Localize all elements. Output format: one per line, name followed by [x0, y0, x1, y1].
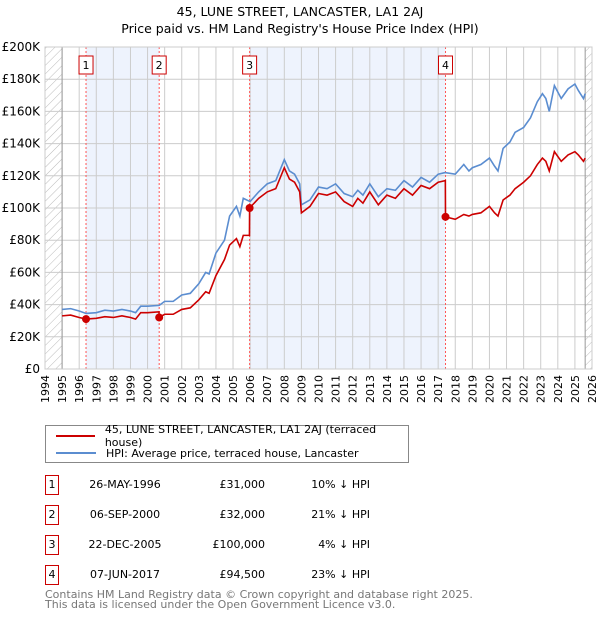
- x-tick-label: 2011: [330, 375, 343, 403]
- x-tick-label: 2025: [569, 375, 582, 403]
- y-tick-label: £120K: [2, 169, 42, 183]
- sale-label-box: [78, 55, 94, 75]
- sale-date: 06-SEP-2000: [89, 508, 161, 521]
- x-tick-label: 1997: [90, 375, 103, 403]
- chart-subtitle: Price paid vs. HM Land Registry's House …: [121, 21, 479, 36]
- y-tick-label: £20K: [9, 330, 41, 344]
- x-tick-label: 2024: [552, 375, 565, 403]
- x-tick-label: 2017: [432, 375, 445, 403]
- plot-area: 1994 1995 1996 1997 1998 1999 2000 2001 2002 2003…: [2, 40, 599, 403]
- legend-swatch-blue: [56, 452, 96, 454]
- y-tick-label: £60K: [9, 265, 41, 279]
- sale-price: £94,500: [219, 568, 266, 581]
- sale-hpi-diff: 10% ↓ HPI: [311, 478, 370, 491]
- sale-row: 3 22-DEC-2005 £100,000 4% ↓ HPI: [45, 535, 445, 555]
- y-tick-label: £100K: [2, 201, 42, 215]
- x-tick-label: 2018: [449, 375, 462, 403]
- y-tick-label: £80K: [9, 233, 41, 247]
- legend-label: HPI: Average price, terraced house, Lanc…: [106, 446, 359, 460]
- sale-label: 3: [246, 59, 253, 72]
- sale-label: 4: [442, 59, 449, 72]
- x-tick-label: 2009: [295, 375, 308, 403]
- x-tick-label: 2012: [347, 375, 360, 403]
- x-tick-label: 2005: [227, 375, 240, 403]
- legend-item-price: 45, LUNE STREET, LANCASTER, LA1 2AJ (ter…: [56, 423, 408, 449]
- footer-line-1: Contains HM Land Registry data © Crown c…: [45, 588, 473, 601]
- x-tick-label: 2004: [210, 375, 223, 403]
- sale-hpi-diff: 23% ↓ HPI: [311, 568, 370, 581]
- y-tick-label: £40K: [9, 298, 41, 312]
- sale-date: 26-MAY-1996: [89, 478, 161, 491]
- sale-point: [441, 212, 450, 221]
- x-tick-label: 2003: [193, 375, 206, 403]
- sale-date: 22-DEC-2005: [88, 538, 162, 551]
- sale-price: £100,000: [212, 538, 266, 551]
- legend-item-hpi: HPI: Average price, terraced house, Lanc…: [56, 445, 358, 461]
- x-tick-label: 2000: [142, 375, 155, 403]
- sale-number: 2: [45, 505, 59, 525]
- x-tick-label: 2014: [381, 375, 394, 403]
- y-tick-label: £160K: [2, 104, 42, 118]
- sale-label-box: [151, 55, 167, 75]
- x-tick-label: 2008: [278, 375, 291, 403]
- sale-label: 2: [156, 59, 163, 72]
- x-tick-label: 1994: [39, 375, 52, 403]
- sale-point: [155, 313, 164, 322]
- x-tick-label: 2010: [313, 375, 326, 403]
- x-tick-label: 2015: [398, 375, 411, 403]
- legend-swatch-red: [56, 435, 95, 437]
- sale-hpi-diff: 4% ↓ HPI: [318, 538, 370, 551]
- chart-title: 45, LUNE STREET, LANCASTER, LA1 2AJ: [176, 4, 424, 19]
- x-tick-label: 2002: [176, 375, 189, 403]
- x-tick-label: 1998: [107, 375, 120, 403]
- sale-point: [245, 204, 254, 212]
- sale-row: 4 07-JUN-2017 £94,500 23% ↓ HPI: [45, 565, 445, 585]
- sale-number: 4: [45, 565, 59, 585]
- legend: 45, LUNE STREET, LANCASTER, LA1 2AJ (ter…: [45, 423, 409, 463]
- sale-point: [82, 315, 91, 324]
- x-tick-label: 2021: [501, 375, 514, 403]
- x-tick-label: 2013: [364, 375, 377, 403]
- sale-label-box: [438, 55, 454, 75]
- sale-row: 1 26-MAY-1996 £31,000 10% ↓ HPI: [45, 475, 445, 495]
- sale-row: 2 06-SEP-2000 £32,000 21% ↓ HPI: [45, 505, 445, 525]
- y-tick-label: £180K: [2, 72, 42, 86]
- x-tick-label: 2007: [261, 375, 274, 403]
- x-tick-label: 2016: [415, 375, 428, 403]
- y-tick-label: £0: [25, 362, 40, 376]
- x-tick-label: 2001: [159, 375, 172, 403]
- sale-label-box: [242, 55, 258, 75]
- legend-label: 45, LUNE STREET, LANCASTER, LA1 2AJ (ter…: [104, 423, 377, 449]
- x-tick-label: 2006: [244, 375, 257, 403]
- x-tick-label: 2019: [466, 375, 479, 403]
- x-tick-label: 1996: [73, 375, 86, 403]
- x-tick-label: 2020: [483, 375, 496, 403]
- x-tick-label: 1999: [124, 375, 137, 403]
- y-tick-label: £200K: [2, 40, 42, 54]
- hpi-line: [62, 82, 586, 315]
- sale-date: 07-JUN-2017: [89, 568, 161, 581]
- sale-label: 1: [83, 59, 90, 72]
- sale-number: 1: [45, 475, 59, 495]
- footer-line-2: This data is licensed under the Open Gov…: [45, 598, 396, 611]
- sale-price: £32,000: [219, 508, 266, 521]
- sale-hpi-diff: 21% ↓ HPI: [311, 508, 370, 521]
- x-tick-label: 1995: [56, 375, 69, 403]
- y-tick-label: £140K: [2, 137, 42, 151]
- plot-border: [44, 46, 593, 370]
- x-tick-label: 2023: [535, 375, 548, 403]
- sale-number: 3: [45, 535, 59, 555]
- x-tick-label: 2026: [586, 375, 599, 403]
- sale-price: £31,000: [219, 478, 266, 491]
- x-tick-label: 2022: [518, 375, 531, 403]
